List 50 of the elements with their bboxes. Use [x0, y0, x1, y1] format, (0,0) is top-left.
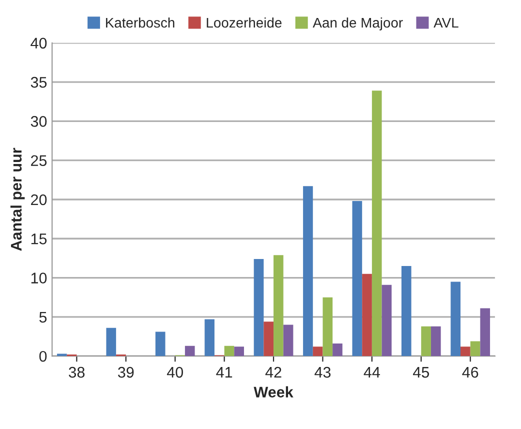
bar	[155, 332, 166, 356]
bar	[274, 255, 284, 356]
bar	[460, 346, 470, 356]
bar	[264, 322, 274, 356]
bar	[372, 90, 382, 356]
x-tick-label: 44	[364, 367, 380, 378]
legend-label: AVL	[434, 18, 458, 28]
bar	[312, 346, 323, 356]
bar	[224, 346, 234, 356]
y-tick-label: 0	[39, 350, 47, 362]
bar	[401, 266, 412, 356]
legend-label: Loozerheide	[206, 17, 282, 28]
bar	[322, 297, 333, 356]
bar	[234, 346, 244, 356]
y-tick-label: 25	[31, 155, 47, 166]
bar	[430, 326, 441, 356]
x-tick-label: 42	[265, 366, 282, 378]
x-tick-label: 43	[314, 366, 331, 378]
bar	[352, 201, 362, 356]
legend-label: Katerbosch	[106, 17, 174, 28]
bar	[332, 344, 342, 356]
bar	[382, 284, 392, 356]
bar	[362, 274, 372, 356]
bar	[283, 324, 294, 356]
bar	[470, 341, 480, 356]
y-axis-title: Aantal per uur	[10, 148, 25, 251]
legend-label: Aan de Majoor	[312, 17, 403, 30]
x-tick-label: 41	[216, 367, 232, 378]
y-tick-label: 35	[30, 76, 47, 88]
bar	[184, 346, 195, 356]
bar	[106, 328, 116, 356]
y-tick-label: 30	[30, 116, 47, 127]
x-tick-label: 39	[118, 366, 134, 378]
y-tick-label: 10	[31, 272, 47, 284]
bar	[204, 319, 214, 356]
bar	[480, 308, 490, 356]
y-tick-label: 20	[31, 194, 47, 206]
x-tick-label: 45	[412, 367, 429, 378]
x-axis-title: Week	[254, 386, 294, 398]
x-tick-label: 40	[166, 366, 184, 378]
bar	[57, 354, 67, 356]
bar	[450, 282, 461, 356]
y-tick-label: 15	[31, 234, 47, 244]
bar	[254, 258, 264, 356]
y-tick-label: 40	[30, 38, 47, 49]
x-tick-label: 46	[462, 366, 478, 378]
x-tick-label: 38	[68, 366, 85, 378]
bar	[421, 326, 431, 356]
y-tick-label: 5	[39, 312, 47, 323]
bar	[303, 186, 313, 356]
